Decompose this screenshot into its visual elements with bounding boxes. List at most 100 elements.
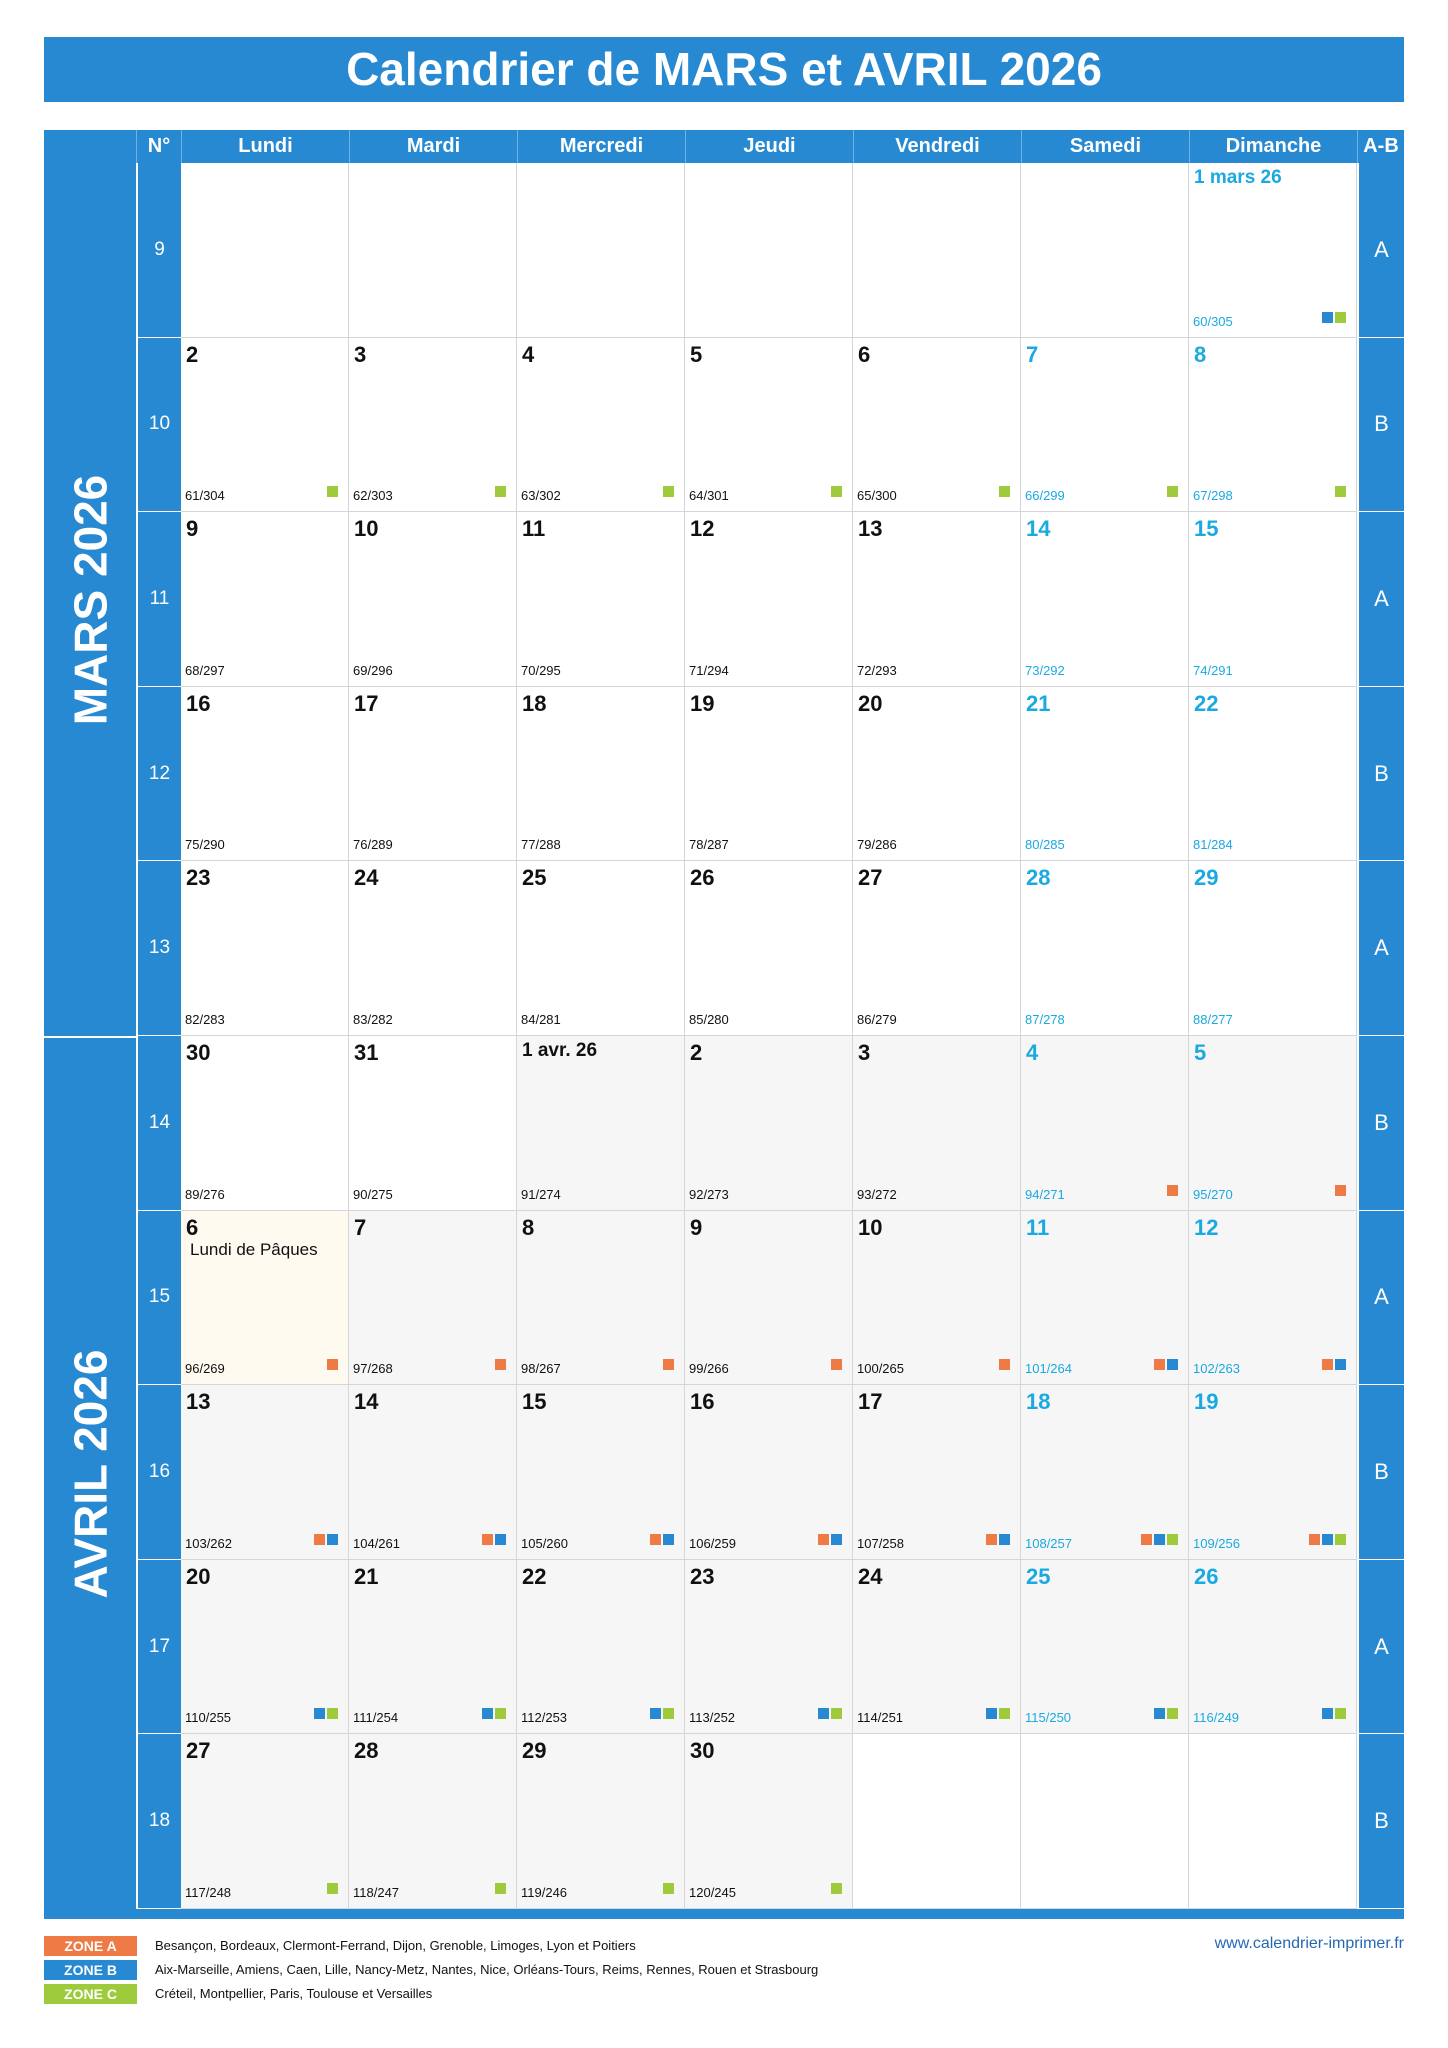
day-cell[interactable]: 11 70/295 [517,512,685,687]
day-cell[interactable]: 2 92/273 [685,1036,853,1211]
day-cell[interactable]: 7 66/299 [1021,337,1189,513]
day-cell[interactable]: 11 101/264 [1021,1210,1189,1386]
day-cell[interactable] [853,163,1021,338]
day-cell[interactable]: 7 97/268 [349,1210,517,1386]
day-cell[interactable]: 29 88/277 [1189,861,1357,1036]
day-cell[interactable]: 9 68/297 [181,512,349,687]
day-cell[interactable]: 19 78/287 [685,686,853,862]
zone-a-marker [482,1533,493,1545]
day-cell[interactable]: 2 61/304 [181,337,349,513]
day-cell[interactable]: 6 65/300 [853,337,1021,513]
day-cell[interactable]: 30 89/276 [181,1036,349,1211]
zone-c-marker [327,486,338,498]
day-number: 18 [522,690,547,716]
day-of-year-count: 110/255 [185,1710,232,1726]
week-number: 11 [136,512,181,687]
day-cell[interactable]: 14 73/292 [1021,512,1189,687]
week-number: 12 [136,686,181,862]
day-cell[interactable]: 12 71/294 [685,512,853,687]
day-cell[interactable] [685,163,853,338]
day-number: 25 [522,865,547,891]
day-cell[interactable] [1021,163,1189,338]
day-cell[interactable]: 19 109/256 [1189,1385,1357,1560]
zone-a-marker [986,1533,997,1545]
day-cell[interactable]: 16 75/290 [181,686,349,862]
zone-c-marker [663,1708,674,1720]
school-holiday-markers [1322,1708,1346,1720]
day-cell[interactable]: 22 81/284 [1189,686,1357,862]
day-cell[interactable]: 16 106/259 [685,1385,853,1560]
school-holiday-markers [495,1882,506,1894]
day-number: 8 [522,1214,535,1240]
zone-a-marker [1167,1184,1178,1196]
day-cell[interactable]: 10 69/296 [349,512,517,687]
day-cell[interactable]: 25 84/281 [517,861,685,1036]
day-cell[interactable]: 22 112/253 [517,1559,685,1735]
day-cell[interactable]: 28 118/247 [349,1734,517,1909]
day-cell[interactable]: 15 74/291 [1189,512,1357,687]
day-cell[interactable]: 17 76/289 [349,686,517,862]
day-of-year-count: 80/285 [1025,837,1065,853]
day-cell[interactable]: 17 107/258 [853,1385,1021,1560]
day-cell[interactable] [1189,1734,1357,1909]
school-holiday-markers [831,1882,842,1894]
day-of-year-count: 101/264 [1025,1361,1072,1377]
day-cell[interactable] [517,163,685,338]
day-cell[interactable]: 26 116/249 [1189,1559,1357,1735]
day-cell[interactable]: 5 95/270 [1189,1036,1357,1211]
day-cell[interactable]: 31 90/275 [349,1036,517,1211]
day-of-year-count: 115/250 [1025,1710,1072,1726]
day-cell[interactable]: 21 111/254 [349,1559,517,1735]
day-of-year-count: 64/301 [689,488,729,504]
zone-c-marker [663,486,674,498]
day-cell[interactable]: 26 85/280 [685,861,853,1036]
day-cell[interactable]: 3 62/303 [349,337,517,513]
day-cell[interactable]: 24 114/251 [853,1559,1021,1735]
day-number: 3 [354,341,367,367]
day-cell[interactable]: 18 77/288 [517,686,685,862]
day-cell[interactable]: 5 64/301 [685,337,853,513]
day-cell[interactable]: 21 80/285 [1021,686,1189,862]
day-cell[interactable]: 28 87/278 [1021,861,1189,1036]
day-cell[interactable]: 3 93/272 [853,1036,1021,1211]
day-cell[interactable]: 13 72/293 [853,512,1021,687]
day-cell[interactable]: 23 113/252 [685,1559,853,1735]
day-number: 15 [1194,516,1219,542]
day-cell[interactable]: 4 94/271 [1021,1036,1189,1211]
page-title: Calendrier de MARS et AVRIL 2026 [44,37,1404,102]
day-of-year-count: 85/280 [689,1011,729,1027]
day-cell[interactable]: 18 108/257 [1021,1385,1189,1560]
day-cell[interactable]: 24 83/282 [349,861,517,1036]
school-holiday-markers [663,1359,674,1371]
day-cell[interactable]: 20 110/255 [181,1559,349,1735]
day-cell[interactable]: 4 63/302 [517,337,685,513]
zone-a-marker [999,1359,1010,1371]
day-number: 23 [690,1563,715,1589]
day-cell[interactable]: 23 82/283 [181,861,349,1036]
day-cell[interactable]: 13 103/262 [181,1385,349,1560]
day-number: 19 [1194,1389,1219,1415]
day-cell[interactable] [853,1734,1021,1909]
day-cell[interactable] [349,163,517,338]
day-cell[interactable]: 1 avr. 26 91/274 [517,1036,685,1211]
day-cell[interactable]: 27 117/248 [181,1734,349,1909]
day-cell[interactable]: 25 115/250 [1021,1559,1189,1735]
day-cell[interactable]: 15 105/260 [517,1385,685,1560]
day-cell[interactable]: 20 79/286 [853,686,1021,862]
day-cell[interactable] [1021,1734,1189,1909]
day-cell[interactable]: 14 104/261 [349,1385,517,1560]
website-link[interactable]: www.calendrier-imprimer.fr [1214,1935,1404,1952]
day-cell[interactable]: 8 67/298 [1189,337,1357,513]
day-of-year-count: 88/277 [1193,1011,1233,1027]
day-number: 29 [522,1738,547,1764]
day-cell[interactable]: 9 99/266 [685,1210,853,1386]
day-cell[interactable]: 12 102/263 [1189,1210,1357,1386]
day-cell[interactable]: 29 119/246 [517,1734,685,1909]
day-cell[interactable]: 30 120/245 [685,1734,853,1909]
day-cell[interactable]: 8 98/267 [517,1210,685,1386]
day-cell[interactable]: 1 mars 26 60/305 [1189,163,1357,338]
day-cell[interactable]: 10 100/265 [853,1210,1021,1386]
day-cell[interactable]: 6 Lundi de Pâques 96/269 [181,1210,349,1386]
day-cell[interactable] [181,163,349,338]
day-cell[interactable]: 27 86/279 [853,861,1021,1036]
